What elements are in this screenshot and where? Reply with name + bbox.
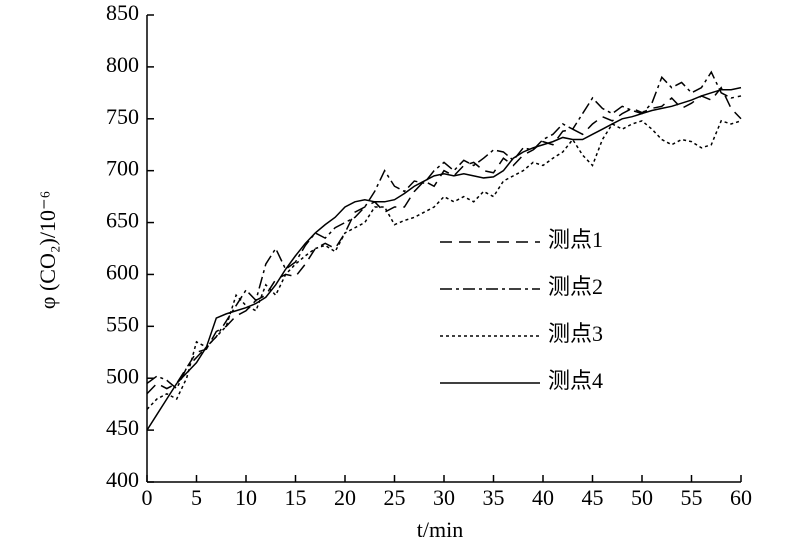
x-tick-label: 60 xyxy=(730,485,752,510)
y-tick-label: 650 xyxy=(106,208,139,233)
x-tick-label: 30 xyxy=(433,485,455,510)
legend-label: 测点2 xyxy=(548,274,603,299)
y-tick-label: 600 xyxy=(106,259,139,284)
legend-label: 测点1 xyxy=(548,227,603,252)
series-line xyxy=(146,86,742,431)
x-axis-label: t/min xyxy=(417,517,463,542)
x-tick-label: 5 xyxy=(191,485,202,510)
x-tick-label: 20 xyxy=(334,485,356,510)
x-tick-label: 40 xyxy=(532,485,554,510)
legend-label: 测点4 xyxy=(548,368,603,393)
y-tick-label: 700 xyxy=(106,156,139,181)
series-line xyxy=(146,119,742,410)
y-tick-label: 800 xyxy=(106,52,139,77)
y-tick-label: 750 xyxy=(106,104,139,129)
x-tick-label: 25 xyxy=(384,485,406,510)
x-tick-label: 15 xyxy=(285,485,307,510)
x-tick-label: 10 xyxy=(235,485,257,510)
y-tick-label: 550 xyxy=(106,311,139,336)
x-tick-label: 35 xyxy=(483,485,505,510)
series-line xyxy=(146,70,742,390)
y-tick-label: 450 xyxy=(106,415,139,440)
x-tick-label: 0 xyxy=(142,485,153,510)
y-tick-label: 500 xyxy=(106,363,139,388)
x-tick-label: 55 xyxy=(681,485,703,510)
legend-label: 测点3 xyxy=(548,321,603,346)
y-tick-label: 850 xyxy=(106,0,139,25)
series-line xyxy=(146,86,742,395)
x-tick-label: 50 xyxy=(631,485,653,510)
y-axis-label: φ (CO₂)/10⁻⁶ xyxy=(35,191,60,309)
y-tick-label: 400 xyxy=(106,467,139,492)
x-tick-label: 45 xyxy=(582,485,604,510)
